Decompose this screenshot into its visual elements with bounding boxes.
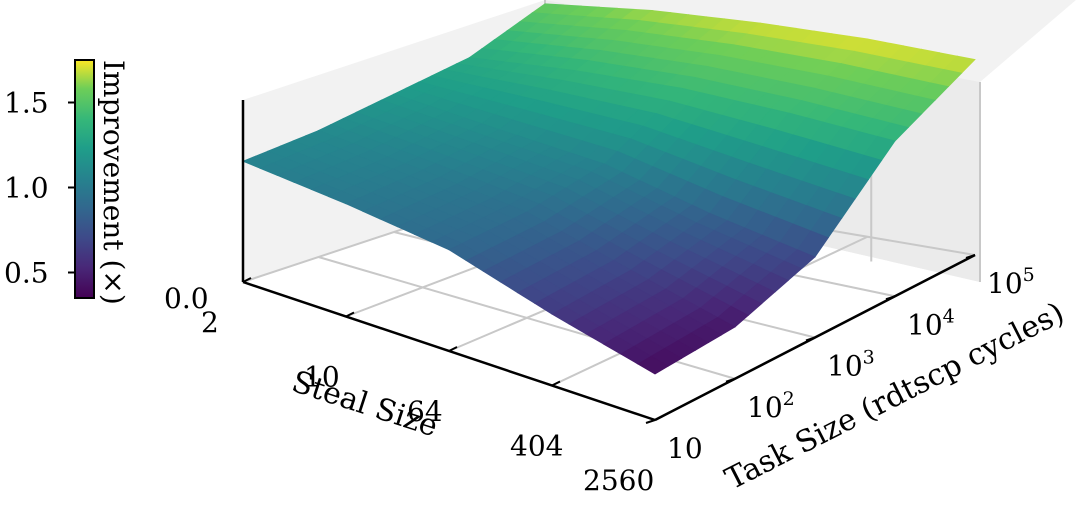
surface-plot [241, 3, 976, 375]
x-axis-label: Steal Size [288, 364, 443, 444]
y-tick-label: 10 [667, 432, 703, 465]
y-axis-ticks: 10 102 103 104 105 [645, 254, 1035, 465]
colorbar-tick-label: 0.5 [4, 257, 49, 290]
y-tick-mark [805, 336, 816, 342]
y-tick-label: 105 [987, 264, 1035, 300]
y-tick-label: 103 [827, 347, 875, 383]
colorbar-tick-label: 1.0 [4, 172, 49, 205]
x-tick-mark [345, 311, 355, 318]
y-tick-mark [725, 377, 736, 383]
colorbar-label: Improvement (×) [97, 60, 130, 305]
y-tick-mark [965, 254, 976, 259]
x-tick-label: 10 [304, 361, 340, 394]
x-tick-label: 2 [201, 306, 219, 339]
colorbar-ticks: 0.5 1.0 1.5 [4, 87, 75, 290]
x-tick-mark [242, 277, 252, 283]
x-tick-label: 64 [407, 395, 443, 428]
colorbar-tick-label: 1.5 [4, 87, 49, 120]
x-axis-ticks: 2 10 64 404 2560 [201, 277, 664, 497]
x-tick-mark [448, 346, 458, 352]
surface-cell [637, 355, 670, 375]
colorbar: 0.5 1.0 1.5 Improvement (×) [4, 59, 130, 305]
x-tick-label: 404 [510, 430, 563, 463]
x-tick-mark [654, 415, 664, 421]
x-tick-mark [551, 380, 561, 387]
y-tick-mark [645, 419, 656, 424]
colorbar-gradient [74, 59, 95, 299]
y-tick-label: 102 [747, 388, 795, 424]
z-tick-label: 0.0 [164, 282, 209, 315]
y-tick-mark [885, 295, 896, 301]
x-tick-label: 2560 [583, 464, 654, 497]
y-tick-label: 104 [907, 305, 955, 341]
